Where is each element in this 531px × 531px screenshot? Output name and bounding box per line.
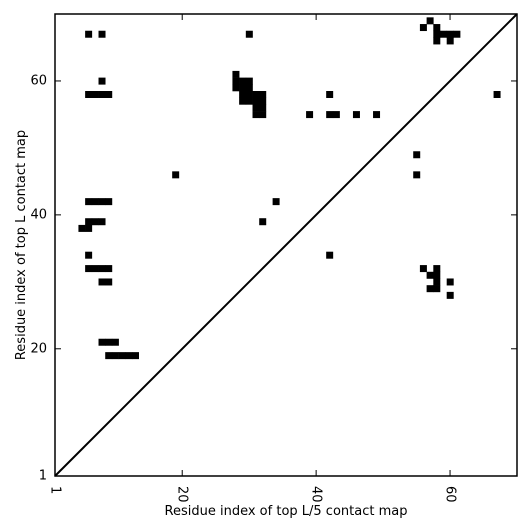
contact-cell-lower: [85, 224, 93, 232]
contact-cell-upper: [252, 104, 260, 112]
contact-cell-upper: [373, 111, 381, 119]
contact-cell-upper: [259, 111, 267, 119]
contact-cell-lower: [446, 278, 454, 286]
y-tick-label: 60: [30, 73, 47, 88]
contact-cell-lower: [446, 30, 454, 38]
contact-cell-lower: [259, 218, 267, 226]
contact-cell-upper: [259, 104, 267, 112]
x-tick-label: 1: [48, 486, 63, 494]
y-tick-label: 20: [30, 341, 47, 356]
contact-cell-lower: [446, 37, 454, 45]
contact-cell-lower: [91, 265, 99, 273]
contact-cell-upper: [259, 91, 267, 98]
contact-cell-upper: [232, 70, 240, 78]
contact-cell-lower: [433, 271, 441, 279]
contact-cell-upper: [245, 97, 253, 105]
contact-cell-lower: [433, 265, 441, 273]
contact-cell-upper: [493, 91, 501, 98]
contact-cell-upper: [98, 77, 106, 85]
contact-cell-lower: [426, 285, 434, 293]
contact-cell-upper: [352, 111, 360, 119]
contact-cell-lower: [98, 265, 106, 273]
contact-cell-upper: [259, 97, 267, 105]
x-tick-label: 40: [309, 486, 324, 503]
contact-cell-lower: [105, 278, 113, 286]
y-tick-label: 1: [39, 469, 47, 484]
contact-cell-lower: [105, 352, 113, 360]
contact-cell-upper: [245, 91, 253, 98]
diagonal-line: [54, 13, 518, 477]
contact-cell-lower: [78, 224, 86, 232]
contact-cell-lower: [85, 198, 93, 206]
contact-cell-lower: [91, 218, 99, 226]
contact-cell-upper: [239, 77, 247, 85]
contact-cell-upper: [245, 84, 253, 92]
contact-cell-upper: [239, 97, 247, 105]
contact-cell-upper: [252, 111, 260, 119]
contact-cell-upper: [306, 111, 314, 119]
contact-cell-upper: [98, 30, 106, 38]
contact-cell-lower: [105, 338, 113, 346]
contact-cell-upper: [326, 91, 334, 98]
contact-cell-upper: [239, 91, 247, 98]
y-tick-label: 40: [30, 207, 47, 222]
contact-cell-lower: [433, 37, 441, 45]
plot-frame: [54, 13, 518, 477]
contact-cell-lower: [98, 278, 106, 286]
contact-cell-lower: [91, 198, 99, 206]
contact-cell-lower: [105, 265, 113, 273]
contact-cell-upper: [239, 84, 247, 92]
x-axis-title: Residue index of top L/5 contact map: [165, 504, 408, 519]
contact-cell-lower: [105, 198, 113, 206]
contact-cell-upper: [232, 77, 240, 85]
contact-cell-lower: [125, 352, 133, 360]
contact-cell-lower: [433, 30, 441, 38]
contact-cell-upper: [245, 30, 253, 38]
contact-cell-lower: [85, 218, 93, 226]
contact-cell-upper: [105, 91, 113, 98]
contact-cell-lower: [433, 24, 441, 32]
contact-cell-upper: [232, 84, 240, 92]
contact-cell-upper: [85, 91, 93, 98]
contact-cell-lower: [85, 265, 93, 273]
contact-cell-lower: [85, 251, 93, 259]
contact-cell-lower: [272, 198, 280, 206]
contact-cell-lower: [440, 30, 447, 38]
contact-cell-lower: [433, 285, 441, 293]
y-axis-title: Residue index of top L contact map: [14, 130, 29, 360]
contact-cell-upper: [252, 91, 260, 98]
contact-cell-upper: [252, 97, 260, 105]
x-tick-label: 20: [175, 486, 190, 503]
contact-cell-lower: [419, 24, 427, 32]
contact-cell-lower: [413, 171, 421, 179]
x-tick-label: 60: [443, 486, 458, 503]
contact-cell-lower: [98, 198, 106, 206]
contact-cell-upper: [245, 77, 253, 85]
contact-cell-lower: [433, 278, 441, 286]
contact-cells: [78, 17, 501, 360]
contact-cell-upper: [326, 111, 334, 119]
contact-cell-lower: [413, 151, 421, 159]
contact-cell-lower: [111, 338, 119, 346]
contact-cell-lower: [426, 271, 434, 279]
contact-cell-lower: [326, 251, 334, 259]
contact-cell-upper: [85, 30, 93, 38]
contact-cell-lower: [98, 338, 106, 346]
contact-cell-lower: [132, 352, 139, 360]
contact-cell-lower: [419, 265, 427, 273]
contact-cell-lower: [446, 291, 454, 299]
axis-ticks: 1 20 40 60 1 20 40 60: [30, 14, 517, 503]
contact-cell-lower: [111, 352, 119, 360]
contact-cell-upper: [98, 91, 106, 98]
contact-cell-lower: [98, 218, 106, 226]
contact-cell-lower: [426, 17, 434, 25]
contact-cell-upper: [332, 111, 340, 119]
contact-cell-lower: [118, 352, 126, 360]
contact-cell-upper: [91, 91, 99, 98]
contact-cell-lower: [453, 30, 461, 38]
contact-cell-lower: [172, 171, 180, 179]
